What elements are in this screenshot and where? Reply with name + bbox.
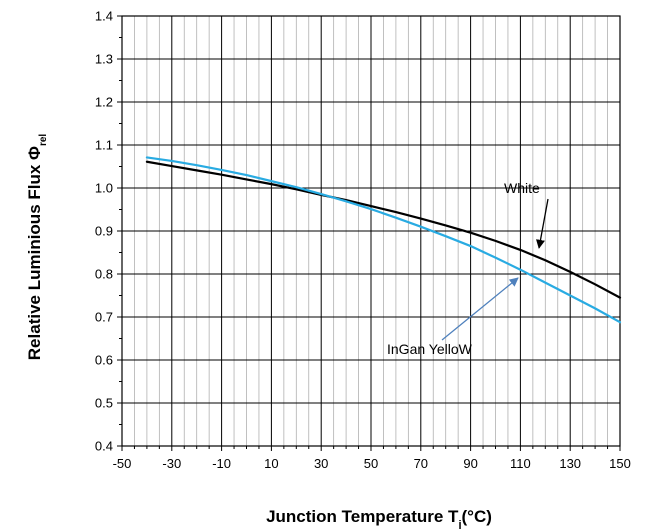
y-tick-label: 1.1 [95, 138, 113, 153]
x-tick-label: -10 [212, 456, 231, 471]
annotation-layer: White InGan YelloW [387, 180, 549, 357]
x-tick-label: 50 [364, 456, 378, 471]
legend-label-white: White [504, 180, 540, 196]
legend-label-ingan-yellow: InGan YelloW [387, 341, 473, 357]
y-tick-label: 1.2 [95, 95, 113, 110]
series-layer [145, 156, 622, 324]
y-tick-label: 0.5 [95, 396, 113, 411]
series-line-ingan-yellow [145, 156, 622, 324]
y-tick-label: 1.4 [95, 9, 113, 24]
x-tick-label: 150 [609, 456, 631, 471]
series-line-white [145, 160, 622, 299]
x-tick-label: 30 [314, 456, 328, 471]
white-callout-arrow [536, 198, 549, 249]
y-tick-label: 1.0 [95, 181, 113, 196]
y-tick-label: 1.3 [95, 52, 113, 67]
y-tick-label: 0.4 [95, 439, 113, 454]
x-axis-title: Junction Temperature Tj(°C) [266, 507, 492, 529]
ingan-yellow-callout-arrow [441, 277, 519, 341]
x-tick-label: 10 [264, 456, 278, 471]
y-tick-label: 0.7 [95, 310, 113, 325]
y-tick-label: 0.9 [95, 224, 113, 239]
x-tick-label: 110 [510, 456, 531, 471]
x-tick-label: 130 [559, 456, 581, 471]
y-tick-label: 0.8 [95, 267, 113, 282]
grid-layer [122, 16, 620, 446]
axes-layer [117, 15, 621, 451]
y-axis-title: Relative Luminious Flux Φrel [25, 134, 49, 361]
x-tick-label: 90 [463, 456, 477, 471]
labels-layer: 0.4 0.5 0.6 0.7 0.8 0.9 1.0 1.1 1.2 1.3 1.4 -50 -30 -… [25, 9, 631, 529]
x-tick-label: 70 [414, 456, 428, 471]
x-tick-label: -50 [113, 456, 132, 471]
y-tick-label: 0.6 [95, 353, 113, 368]
x-tick-label: -30 [162, 456, 181, 471]
